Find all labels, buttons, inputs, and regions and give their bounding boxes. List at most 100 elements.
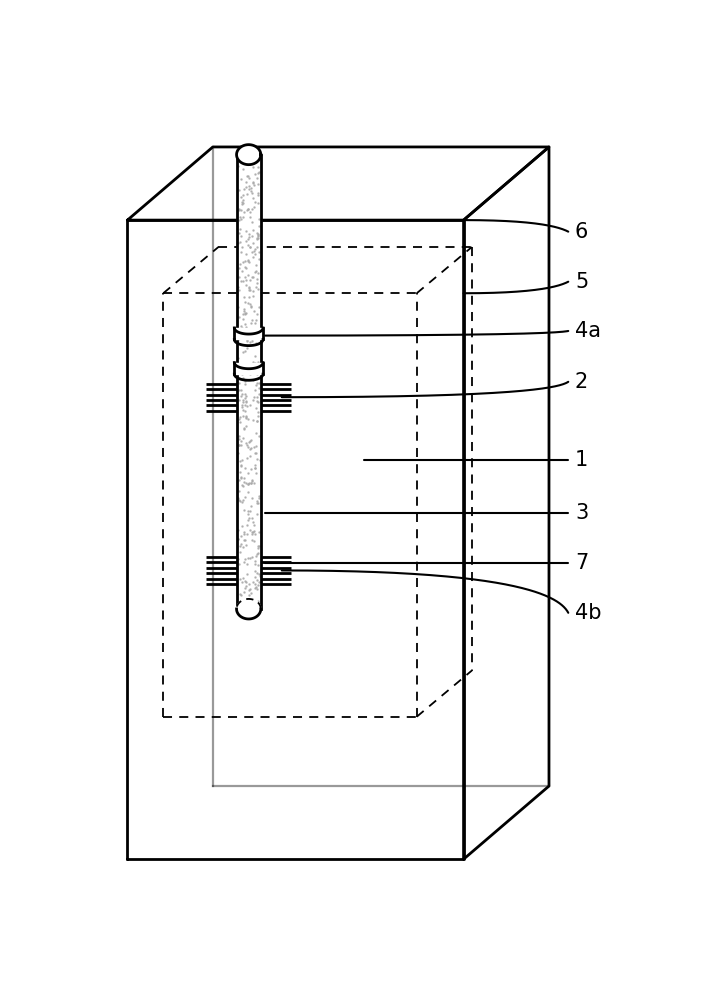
Point bbox=[246, 473, 257, 489]
Point bbox=[234, 437, 245, 453]
Point bbox=[237, 195, 249, 211]
Point bbox=[241, 388, 252, 404]
Point bbox=[252, 408, 263, 424]
Point bbox=[234, 221, 245, 237]
Point bbox=[247, 524, 259, 540]
Point bbox=[245, 239, 256, 255]
Point bbox=[251, 495, 262, 511]
Point bbox=[247, 524, 258, 540]
Point bbox=[234, 201, 245, 217]
Point bbox=[233, 483, 245, 499]
Point bbox=[239, 580, 250, 596]
Point bbox=[242, 484, 254, 500]
Point bbox=[252, 228, 264, 244]
Text: 4a: 4a bbox=[575, 321, 601, 341]
Point bbox=[233, 202, 245, 218]
Point bbox=[242, 550, 253, 566]
Point bbox=[247, 235, 258, 251]
Point bbox=[240, 179, 252, 195]
Point bbox=[241, 340, 252, 356]
Point bbox=[241, 202, 252, 218]
Point bbox=[235, 171, 247, 187]
Point bbox=[240, 409, 252, 425]
Point bbox=[249, 194, 260, 210]
Point bbox=[247, 201, 258, 217]
Point bbox=[242, 253, 254, 269]
Point bbox=[253, 428, 264, 444]
Point bbox=[251, 230, 262, 246]
Point bbox=[240, 305, 252, 321]
Point bbox=[248, 439, 260, 455]
Point bbox=[245, 433, 256, 449]
Point bbox=[240, 475, 252, 491]
Point bbox=[235, 544, 246, 560]
Point bbox=[242, 450, 253, 466]
Point bbox=[251, 231, 262, 247]
Point bbox=[234, 414, 245, 430]
Point bbox=[235, 234, 246, 250]
Point bbox=[250, 382, 261, 398]
Point bbox=[243, 282, 255, 298]
Point bbox=[232, 392, 244, 408]
Point bbox=[234, 453, 245, 469]
Point bbox=[235, 538, 246, 554]
Point bbox=[252, 185, 264, 201]
Point bbox=[252, 546, 263, 562]
Point bbox=[252, 165, 264, 181]
Point bbox=[236, 528, 247, 544]
Point bbox=[246, 362, 257, 378]
Point bbox=[243, 587, 255, 603]
Point bbox=[240, 537, 252, 553]
Point bbox=[235, 336, 246, 352]
Point bbox=[247, 514, 258, 530]
Point bbox=[245, 581, 256, 597]
Point bbox=[246, 331, 257, 347]
Point bbox=[251, 506, 262, 522]
Point bbox=[242, 503, 254, 519]
Point bbox=[240, 386, 251, 402]
Point bbox=[237, 399, 248, 415]
Point bbox=[250, 457, 261, 473]
Point bbox=[238, 420, 250, 436]
Point bbox=[240, 233, 252, 249]
Point bbox=[232, 551, 244, 567]
Point bbox=[250, 246, 261, 262]
Point bbox=[247, 510, 258, 526]
Point bbox=[233, 492, 245, 508]
Point bbox=[232, 350, 243, 366]
Point bbox=[247, 412, 259, 428]
Point bbox=[250, 465, 262, 481]
Point bbox=[234, 256, 245, 272]
Point bbox=[242, 168, 253, 184]
Point bbox=[235, 458, 247, 474]
Point bbox=[244, 334, 255, 350]
Point bbox=[240, 316, 251, 332]
Point bbox=[250, 563, 261, 579]
Point bbox=[254, 568, 265, 584]
Point bbox=[247, 372, 259, 388]
Point bbox=[248, 475, 260, 491]
Point bbox=[239, 524, 250, 540]
Point bbox=[232, 279, 244, 295]
Point bbox=[237, 394, 249, 410]
Point bbox=[244, 503, 255, 519]
Point bbox=[240, 174, 252, 190]
Point bbox=[252, 226, 263, 242]
Point bbox=[251, 493, 262, 509]
Point bbox=[253, 354, 264, 370]
Point bbox=[246, 228, 257, 244]
Point bbox=[245, 448, 256, 464]
Point bbox=[245, 180, 256, 196]
Point bbox=[250, 330, 262, 346]
Point bbox=[250, 580, 261, 596]
Point bbox=[233, 556, 245, 572]
Point bbox=[242, 592, 253, 608]
Point bbox=[250, 348, 261, 364]
Point bbox=[252, 495, 264, 511]
Point bbox=[244, 204, 255, 220]
Point bbox=[250, 548, 262, 564]
Point bbox=[235, 202, 247, 218]
Point bbox=[246, 333, 257, 349]
Point bbox=[236, 494, 247, 510]
Point bbox=[251, 275, 262, 291]
